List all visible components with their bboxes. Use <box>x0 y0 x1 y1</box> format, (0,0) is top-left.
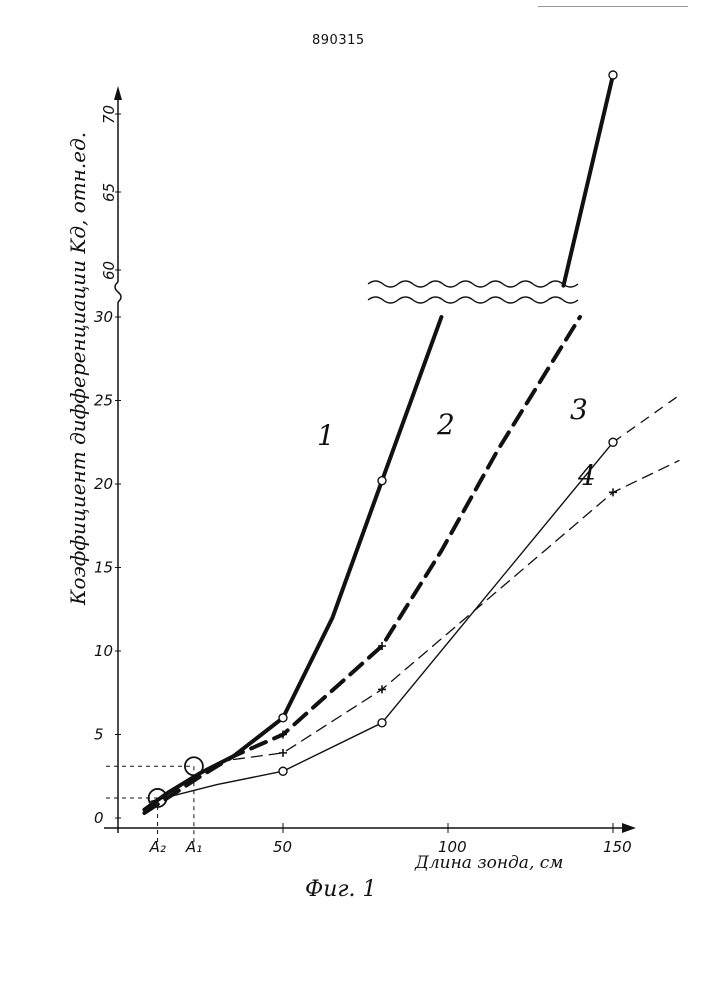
series-2-label: 2 <box>436 408 455 441</box>
series-4-line <box>234 461 680 760</box>
y-axis-break <box>115 282 121 302</box>
series-4-point <box>279 749 287 757</box>
series-1-point <box>378 477 386 485</box>
figure-caption: Фиг. 1 <box>305 877 377 902</box>
y-tick-label: 60 <box>100 261 118 280</box>
y-tick-label: 20 <box>94 475 113 493</box>
label-layer: Коэффициент дифференциации Kд, отн.ед. Д… <box>66 132 596 902</box>
series-3-extension <box>613 396 679 443</box>
series-2-line <box>144 317 580 813</box>
y-tick-label: 5 <box>94 726 104 744</box>
y-tick-label: 15 <box>94 559 113 577</box>
intersection-label: A₂ <box>149 838 166 856</box>
series-1-point <box>609 71 617 79</box>
x-tick-label: 50 <box>273 838 292 856</box>
series-1-line <box>144 317 441 810</box>
series-3-line <box>151 442 613 801</box>
y-tick-label: 10 <box>94 642 113 660</box>
series-layer <box>144 75 679 813</box>
series-1-point <box>279 714 287 722</box>
break-line-bottom <box>368 297 578 303</box>
series-3-label: 3 <box>570 393 588 426</box>
series-1-label: 1 <box>317 419 335 452</box>
axes: 05101520253060657050100150 <box>94 86 636 856</box>
series-4-label: 4 <box>577 459 596 492</box>
series-4-point <box>609 488 617 496</box>
y-axis-arrow <box>114 86 122 100</box>
y-axis-label: Коэффициент дифференциации Kд, отн.ед. <box>66 132 90 606</box>
series-3-point <box>609 438 617 446</box>
y-tick-label: 0 <box>94 809 104 827</box>
intersection-label: A₁ <box>185 838 202 856</box>
series-1-upper-line <box>564 75 614 286</box>
x-axis-arrow <box>622 823 636 833</box>
x-axis-label: Длина зонда, см <box>414 853 563 873</box>
marker-layer: A₂ A₁ <box>106 71 617 856</box>
y-tick-label: 65 <box>100 183 118 202</box>
series-3-point <box>378 719 386 727</box>
y-tick-label: 70 <box>100 105 118 124</box>
y-tick-label: 25 <box>94 392 113 410</box>
x-tick-label: 150 <box>603 838 632 856</box>
y-tick-label: 30 <box>94 308 113 326</box>
series-3-point <box>279 767 287 775</box>
break-line-top <box>368 281 578 287</box>
